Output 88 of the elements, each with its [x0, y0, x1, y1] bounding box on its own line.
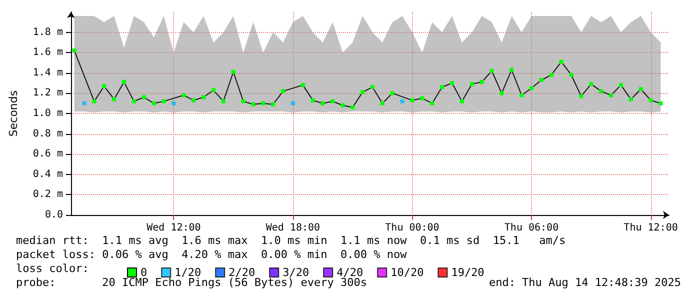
y-tick-label: 0.6 m	[32, 148, 63, 160]
point	[221, 99, 226, 104]
text: median rtt: 1.1 ms avg 1.6 ms max 1.0 ms min 1.1 ms now 0.1 ms sd 15.1 am/s	[16, 234, 566, 247]
point	[648, 98, 653, 102]
point	[490, 68, 494, 73]
point	[589, 82, 594, 86]
point	[559, 60, 564, 64]
text: probe: 20 ICMP Echo Pings (56 Bytes) every 300s	[16, 276, 367, 289]
point	[281, 89, 286, 94]
legend-label: 19/20	[451, 266, 484, 279]
legend-label: 0	[140, 266, 148, 279]
y-tick-label: 1.2 m	[32, 88, 63, 99]
point	[102, 84, 106, 88]
legend-label: 1/20	[174, 266, 202, 279]
point	[579, 94, 584, 98]
point	[539, 78, 544, 82]
point	[290, 101, 295, 106]
point	[241, 99, 246, 104]
y-tick-label: 1.0 m	[32, 108, 63, 119]
y-tick-label: 1.4 m	[32, 67, 63, 78]
point	[261, 101, 266, 106]
legend-label: 4/20	[336, 266, 364, 279]
x-tick-label: Wed 18:00	[266, 222, 320, 234]
point	[320, 101, 325, 106]
point	[658, 101, 663, 106]
point	[202, 95, 206, 100]
point	[380, 101, 384, 106]
y-tick-label: 0.8 m	[32, 128, 63, 140]
legend-title: loss color:	[16, 262, 89, 275]
x-tick-label: Thu 12:00	[624, 222, 678, 234]
point	[350, 105, 355, 110]
point	[330, 99, 335, 104]
y-tick-label: 0.2 m	[32, 189, 63, 200]
point	[82, 101, 86, 106]
legend-label: 3/20	[282, 266, 310, 279]
point	[142, 95, 146, 100]
point	[271, 102, 276, 106]
y-tick-label: 0.4 m	[32, 168, 63, 180]
point	[112, 97, 116, 102]
point	[599, 89, 604, 94]
point	[470, 82, 474, 86]
y-tick-label: 0.0	[44, 210, 63, 220]
point	[510, 68, 514, 72]
point	[400, 99, 404, 104]
point	[360, 90, 365, 94]
point	[638, 87, 643, 92]
point	[500, 91, 504, 96]
text: end: Thu Aug 14 12:48:39 2025	[488, 276, 682, 289]
point	[410, 98, 414, 102]
point	[300, 83, 305, 88]
point	[549, 72, 554, 77]
point	[192, 98, 196, 102]
point	[162, 99, 166, 104]
point	[310, 98, 315, 102]
point	[72, 48, 76, 53]
point	[440, 85, 444, 90]
y-tick-label: 1.8 m	[32, 26, 63, 38]
y-tick-label: 1.6 m	[32, 47, 63, 58]
point	[340, 103, 345, 108]
point	[211, 88, 216, 92]
point	[122, 80, 126, 84]
legend-label: 2/20	[228, 266, 256, 279]
x-tick-label: Thu 00:00	[385, 222, 440, 234]
point	[480, 80, 484, 84]
point	[182, 93, 186, 98]
point	[231, 70, 236, 74]
point	[569, 72, 574, 77]
point	[152, 101, 156, 106]
point	[530, 86, 534, 90]
point	[609, 93, 614, 98]
point	[460, 99, 464, 104]
point	[251, 102, 256, 106]
point	[430, 101, 434, 106]
point	[450, 81, 454, 86]
x-tick-label: Wed 12:00	[146, 222, 201, 234]
point	[618, 83, 623, 88]
point	[132, 99, 136, 104]
point	[172, 101, 176, 106]
point	[370, 85, 374, 90]
legend-label: 10/20	[390, 266, 424, 279]
text: packet loss: 0.06 % avg 4.20 % max 0.00 % min 0.00 % now	[16, 248, 408, 261]
point	[520, 93, 524, 98]
point	[420, 96, 424, 100]
point	[92, 99, 96, 104]
point	[628, 97, 633, 102]
point	[390, 91, 394, 96]
x-tick-label: Thu 06:00	[504, 222, 559, 234]
y-axis-title: Seconds	[7, 90, 20, 137]
